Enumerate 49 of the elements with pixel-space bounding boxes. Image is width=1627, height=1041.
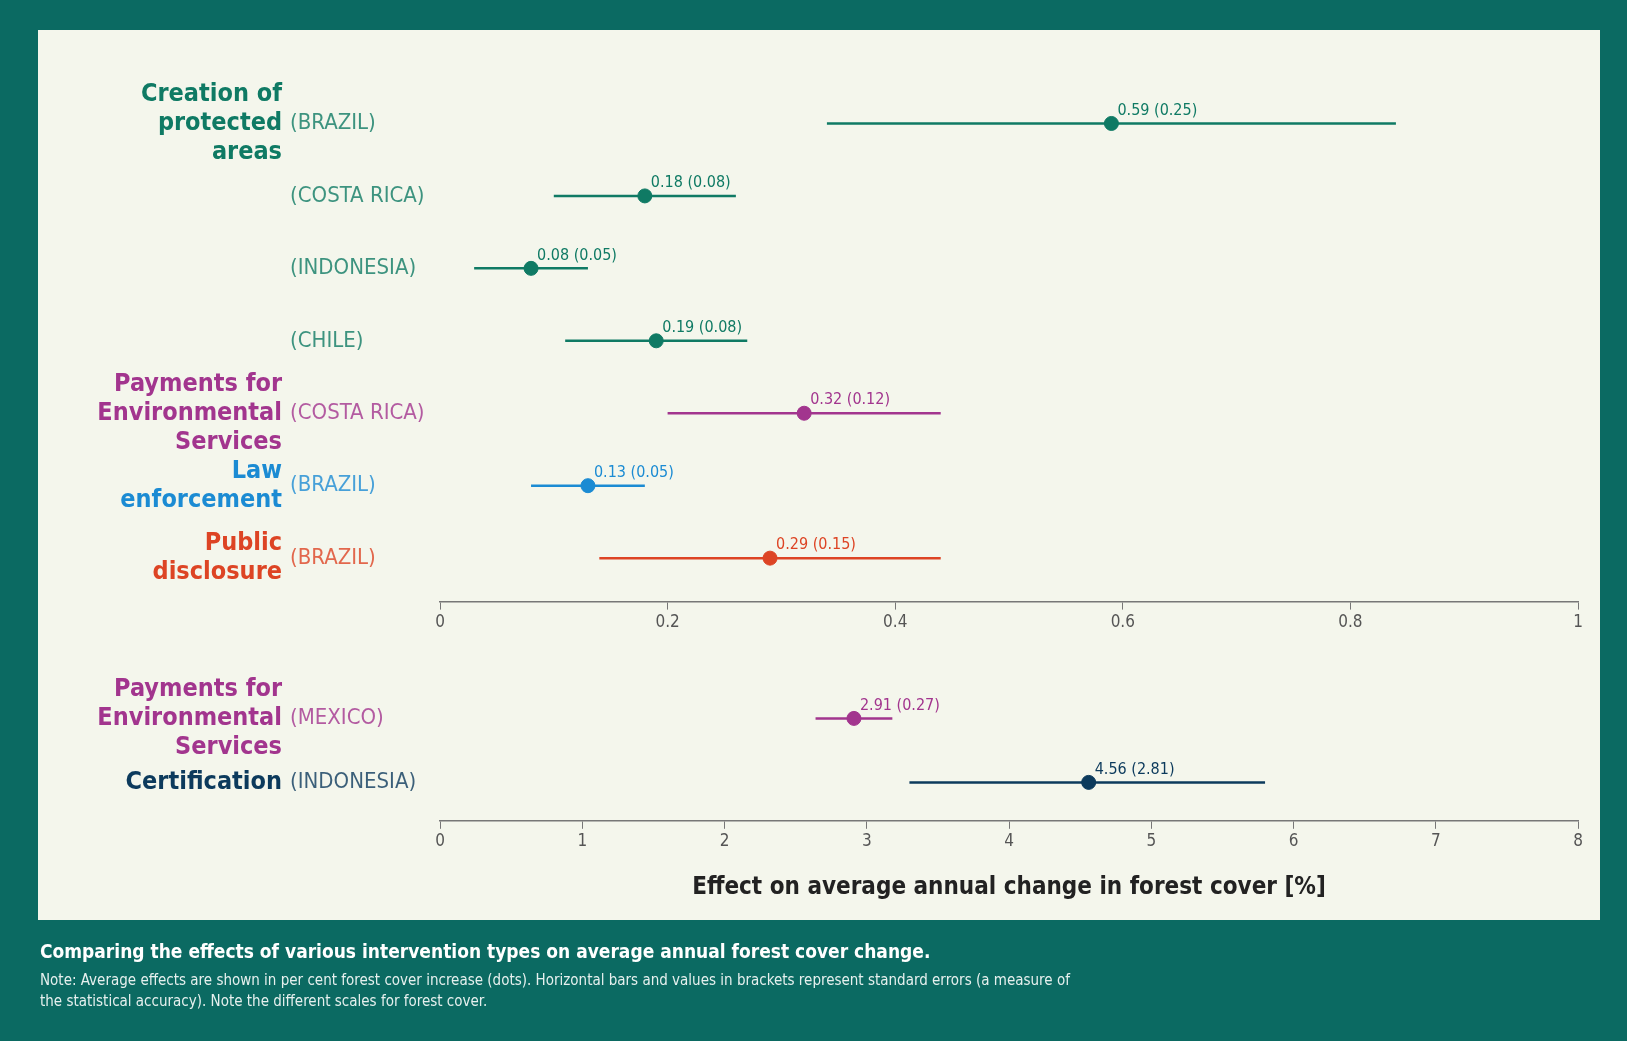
text: Note: Average effects are shown in per cent forest cover increase (dots). Horizontal bars and values in brackets represent standard errors (a measure of the statistical accuracy). Note the different scales for forest cover. bbox=[40, 970, 1070, 1012]
x-tick-label: 0.8 bbox=[1338, 611, 1363, 632]
text: Comparing the effects of various intervention types on average annual forest cover change. bbox=[40, 940, 932, 962]
data-label: 2.91 (0.27) bbox=[859, 694, 940, 714]
text: Public disclosure bbox=[152, 527, 282, 586]
point bbox=[580, 478, 596, 494]
y-tick-label: (CHILE) bbox=[290, 326, 364, 352]
data-label: 0.13 (0.05) bbox=[593, 461, 674, 481]
point bbox=[637, 188, 653, 204]
x-tick-label: 0 bbox=[435, 830, 445, 851]
data-label: 0.08 (0.05) bbox=[537, 244, 617, 264]
data-label: 0.18 (0.08) bbox=[650, 172, 731, 192]
x-tick-label: 0 bbox=[435, 611, 445, 632]
text: Payments for Environmental Services bbox=[97, 367, 283, 455]
y-tick-label: (MEXICO) bbox=[290, 704, 384, 730]
data-label: 0.32 (0.12) bbox=[810, 389, 891, 409]
point bbox=[762, 550, 778, 566]
data-label: 0.19 (0.08) bbox=[662, 316, 743, 336]
point bbox=[796, 405, 812, 421]
data-label: 0.59 (0.25) bbox=[1117, 99, 1198, 119]
x-tick-label: 7 bbox=[1430, 830, 1441, 851]
x-tick-label: 5 bbox=[1146, 830, 1157, 851]
x-tick-label: 3 bbox=[861, 830, 872, 851]
data-label: 0.29 (0.15) bbox=[776, 534, 856, 554]
y-tick-label: (INDONESIA) bbox=[290, 768, 417, 794]
x-tick-label: 2 bbox=[719, 830, 730, 851]
x-tick-label: 6 bbox=[1288, 830, 1299, 851]
text: Law enforcement bbox=[120, 454, 283, 513]
point bbox=[1103, 115, 1119, 131]
y-tick-label: (INDONESIA) bbox=[290, 254, 417, 280]
data-label: 4.56 (2.81) bbox=[1094, 758, 1175, 778]
x-tick-label: 4 bbox=[1004, 830, 1014, 851]
y-tick-label: (COSTA RICA) bbox=[290, 398, 425, 424]
y-tick-label: (BRAZIL) bbox=[290, 471, 376, 497]
text: Creation of protected areas bbox=[140, 77, 283, 165]
point bbox=[648, 333, 664, 349]
x-tick-label: 8 bbox=[1573, 830, 1583, 851]
y-tick-label: (COSTA RICA) bbox=[290, 181, 425, 207]
x-tick-label: 0.6 bbox=[1110, 611, 1135, 632]
x-tick-label: 0.2 bbox=[655, 611, 680, 632]
x-tick-label: 1 bbox=[1573, 611, 1583, 632]
x-tick-label: 0.4 bbox=[883, 611, 908, 632]
text: Certification bbox=[125, 765, 282, 795]
text: Payments for Environmental Services bbox=[97, 672, 283, 760]
y-tick-label: (BRAZIL) bbox=[290, 109, 376, 135]
point bbox=[523, 260, 539, 276]
x-axis-title: Effect on average annual change in forest cover [%] bbox=[692, 871, 1326, 900]
y-tick-label: (BRAZIL) bbox=[290, 543, 376, 569]
x-tick-label: 1 bbox=[577, 830, 588, 851]
